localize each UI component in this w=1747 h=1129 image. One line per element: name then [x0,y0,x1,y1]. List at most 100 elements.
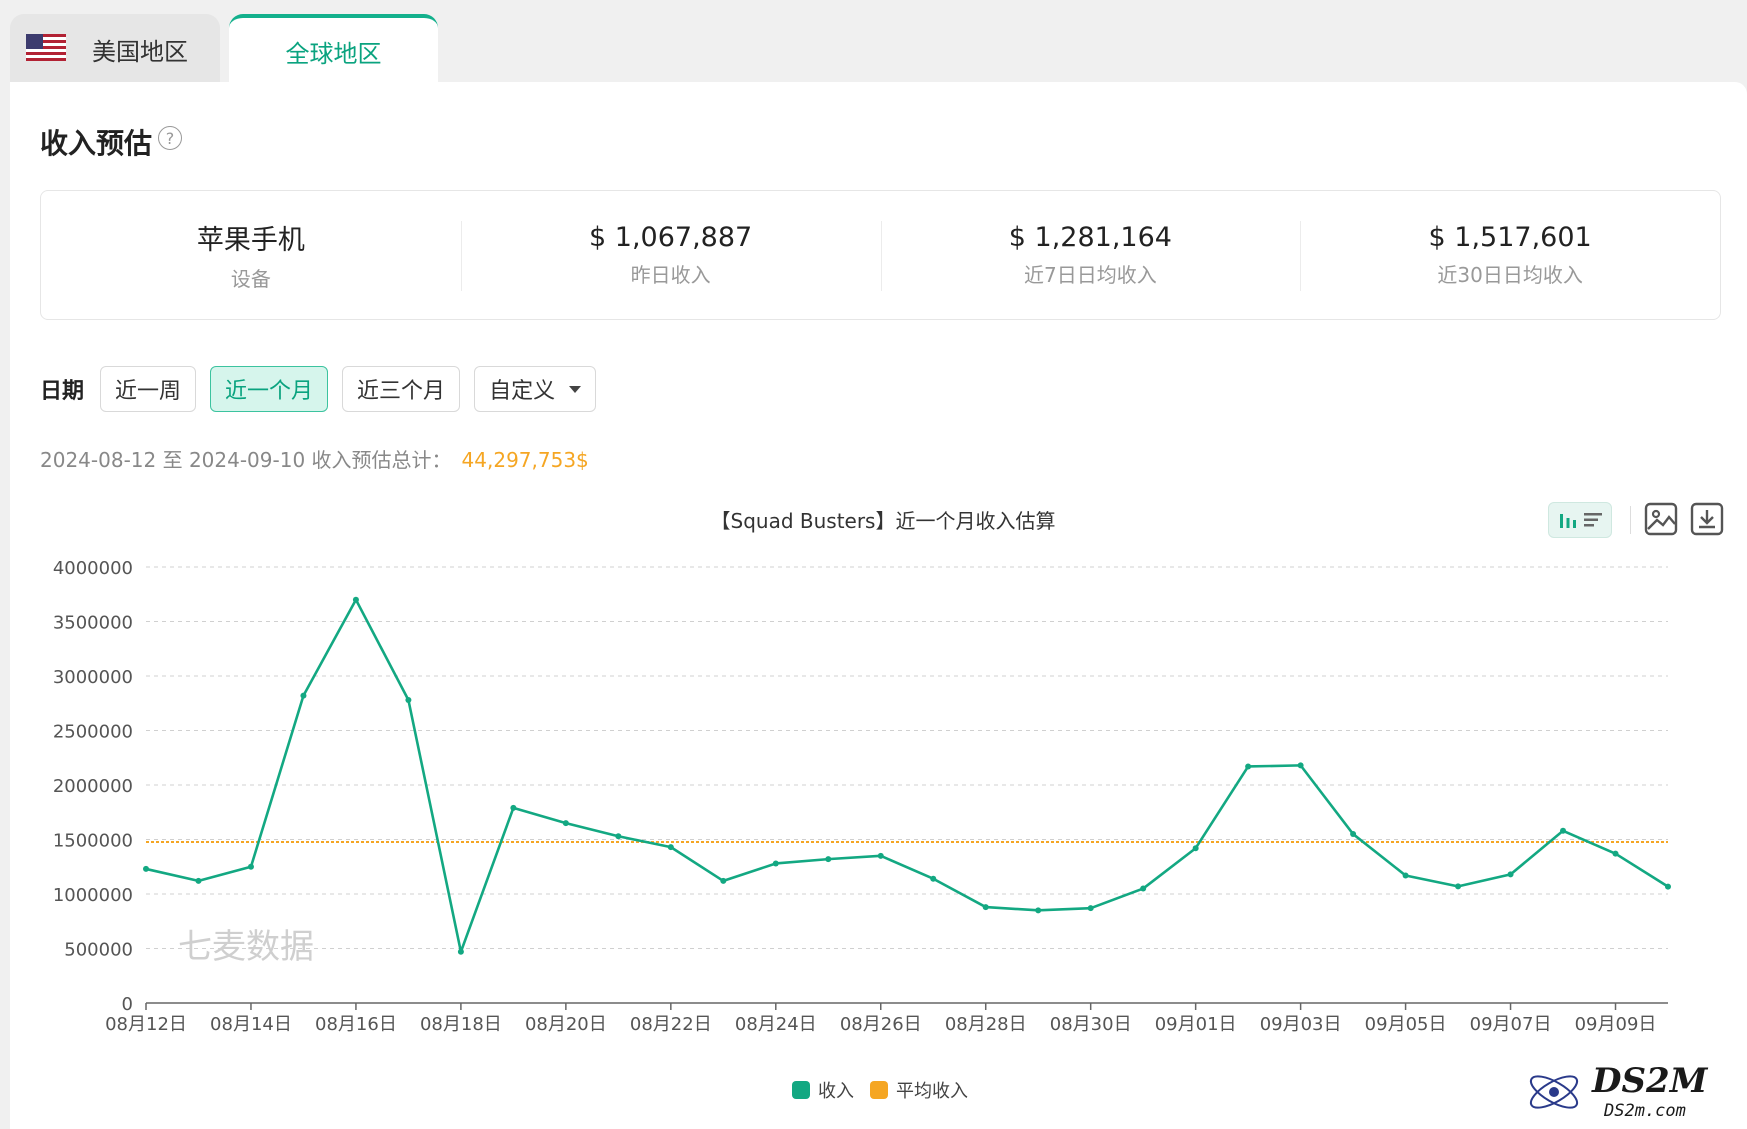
revenue-point [247,863,254,870]
y-tick-label: 2500000 [53,722,133,743]
revenue-line [145,598,1669,954]
x-tick-label: 09月09日 [1575,1014,1657,1035]
revenue-point [1507,871,1514,878]
revenue-point [930,875,937,882]
revenue-point [615,833,622,840]
summary: 2024-08-12 至 2024-09-10 收入预估总计： 44,297,75… [40,444,589,473]
x-tick-label: 09月07日 [1470,1014,1552,1035]
y-tick-label: 2000000 [53,776,133,797]
y-tick-label: 4000000 [53,558,133,579]
stats-card: 苹果手机 设备 $ 1,067,887 昨日收入 $ 1,281,164 近7日… [40,190,1721,320]
revenue-point [143,865,149,872]
tab-global-label: 全球地区 [285,39,382,68]
date-week-button[interactable]: 近一周 [100,366,197,412]
x-tick-label: 09月03日 [1260,1014,1342,1035]
revenue-point [1087,905,1094,912]
y-tick-label: 1000000 [53,885,133,906]
x-tick-label: 08月22日 [630,1014,712,1035]
caret-down-icon [569,385,582,393]
revenue-point [1402,872,1409,879]
x-tick-label: 09月01日 [1155,1014,1237,1035]
revenue-point [1245,763,1252,770]
x-tick-label: 08月14日 [210,1014,292,1035]
revenue-point [457,948,464,955]
revenue-point [1035,907,1042,914]
summary-text: 2024-08-12 至 2024-09-10 收入预估总计： [40,448,452,472]
revenue-point [1665,883,1671,890]
region-tabs: 美国地区 全球地区 [0,0,1747,82]
chart-type-toggle[interactable] [1548,502,1612,538]
bar-chart-icon[interactable] [1558,510,1578,530]
stat-yesterday: $ 1,067,887 昨日收入 [460,191,881,319]
stat-label: 近7日日均收入 [1024,263,1157,287]
chart-title: 【Squad Busters】近一个月收入估算 [711,509,1056,533]
stat-value: $ 1,517,601 [1428,222,1592,253]
download-icon[interactable] [1690,502,1724,536]
revenue-point [1612,850,1619,857]
revenue-point [562,820,569,827]
x-tick-label: 08月26日 [840,1014,922,1035]
y-tick-label: 500000 [64,940,133,961]
y-tick-label: 3500000 [53,613,133,634]
date-3month-button[interactable]: 近三个月 [342,366,461,412]
stat-value: $ 1,067,887 [589,222,753,253]
revenue-point [510,804,517,811]
legend-label: 平均收入 [896,1081,968,1102]
y-tick-label: 1500000 [53,831,133,852]
stat-30day: $ 1,517,601 近30日日均收入 [1300,191,1720,319]
x-tick-label: 08月16日 [315,1014,397,1035]
us-flag-icon [26,34,66,61]
legend-swatch [792,1081,810,1099]
revenue-point [405,696,412,703]
revenue-point [195,877,202,884]
x-tick-label: 08月24日 [735,1014,817,1035]
tab-global-region[interactable]: 全球地区 [229,14,438,82]
brand-url: DS2m.com [1603,1101,1686,1121]
revenue-point [1140,885,1147,892]
stat-7day: $ 1,281,164 近7日日均收入 [880,191,1301,319]
watermark: 七麦数据 [178,927,314,967]
date-custom-dropdown[interactable]: 自定义 [474,366,597,412]
stat-value: 苹果手机 [196,225,305,256]
x-tick-label: 08月28日 [945,1014,1027,1035]
revenue-point [982,904,989,911]
toolbar-divider [1630,506,1631,534]
revenue-point [1297,762,1304,769]
legend-label: 收入 [818,1081,854,1102]
revenue-point [300,692,307,699]
revenue-point [825,856,832,863]
section-title: 收入预估 [40,127,153,160]
revenue-point [1560,827,1567,834]
x-tick-label: 09月05日 [1365,1014,1447,1035]
revenue-point [877,852,884,859]
date-filter: 日期 近一周 近一个月 近三个月 自定义 [40,366,610,412]
x-tick-label: 08月18日 [420,1014,502,1035]
x-tick-label: 08月30日 [1050,1014,1132,1035]
x-tick-label: 08月12日 [105,1014,187,1035]
stat-label: 设备 [230,267,271,291]
image-icon[interactable] [1644,502,1678,536]
revenue-point [772,860,779,867]
tab-us-label: 美国地区 [92,38,188,66]
revenue-point [1455,883,1462,890]
summary-total: 44,297,753$ [461,448,589,472]
y-tick-label: 0 [122,994,133,1015]
date-label: 日期 [40,379,85,404]
date-month-button[interactable]: 近一个月 [210,366,329,412]
stat-label: 昨日收入 [630,263,711,287]
y-tick-label: 3000000 [53,667,133,688]
list-icon[interactable] [1583,510,1603,530]
brand-name: DS2M [1591,1061,1709,1101]
revenue-point [720,877,727,884]
revenue-panel: 收入预估 ? 苹果手机 设备 $ 1,067,887 昨日收入 $ 1,281,… [10,82,1747,1129]
tab-us-region[interactable]: 美国地区 [10,14,220,82]
legend-swatch [870,1081,888,1099]
ds2m-logo: DS2M DS2m.com [1529,1061,1709,1121]
custom-label: 自定义 [489,379,556,404]
stat-value: $ 1,281,164 [1008,222,1172,253]
question-circle-icon[interactable]: ? [158,126,182,150]
stat-label: 近30日日均收入 [1437,263,1583,287]
x-tick-label: 08月20日 [525,1014,607,1035]
revenue-point [1350,831,1357,838]
